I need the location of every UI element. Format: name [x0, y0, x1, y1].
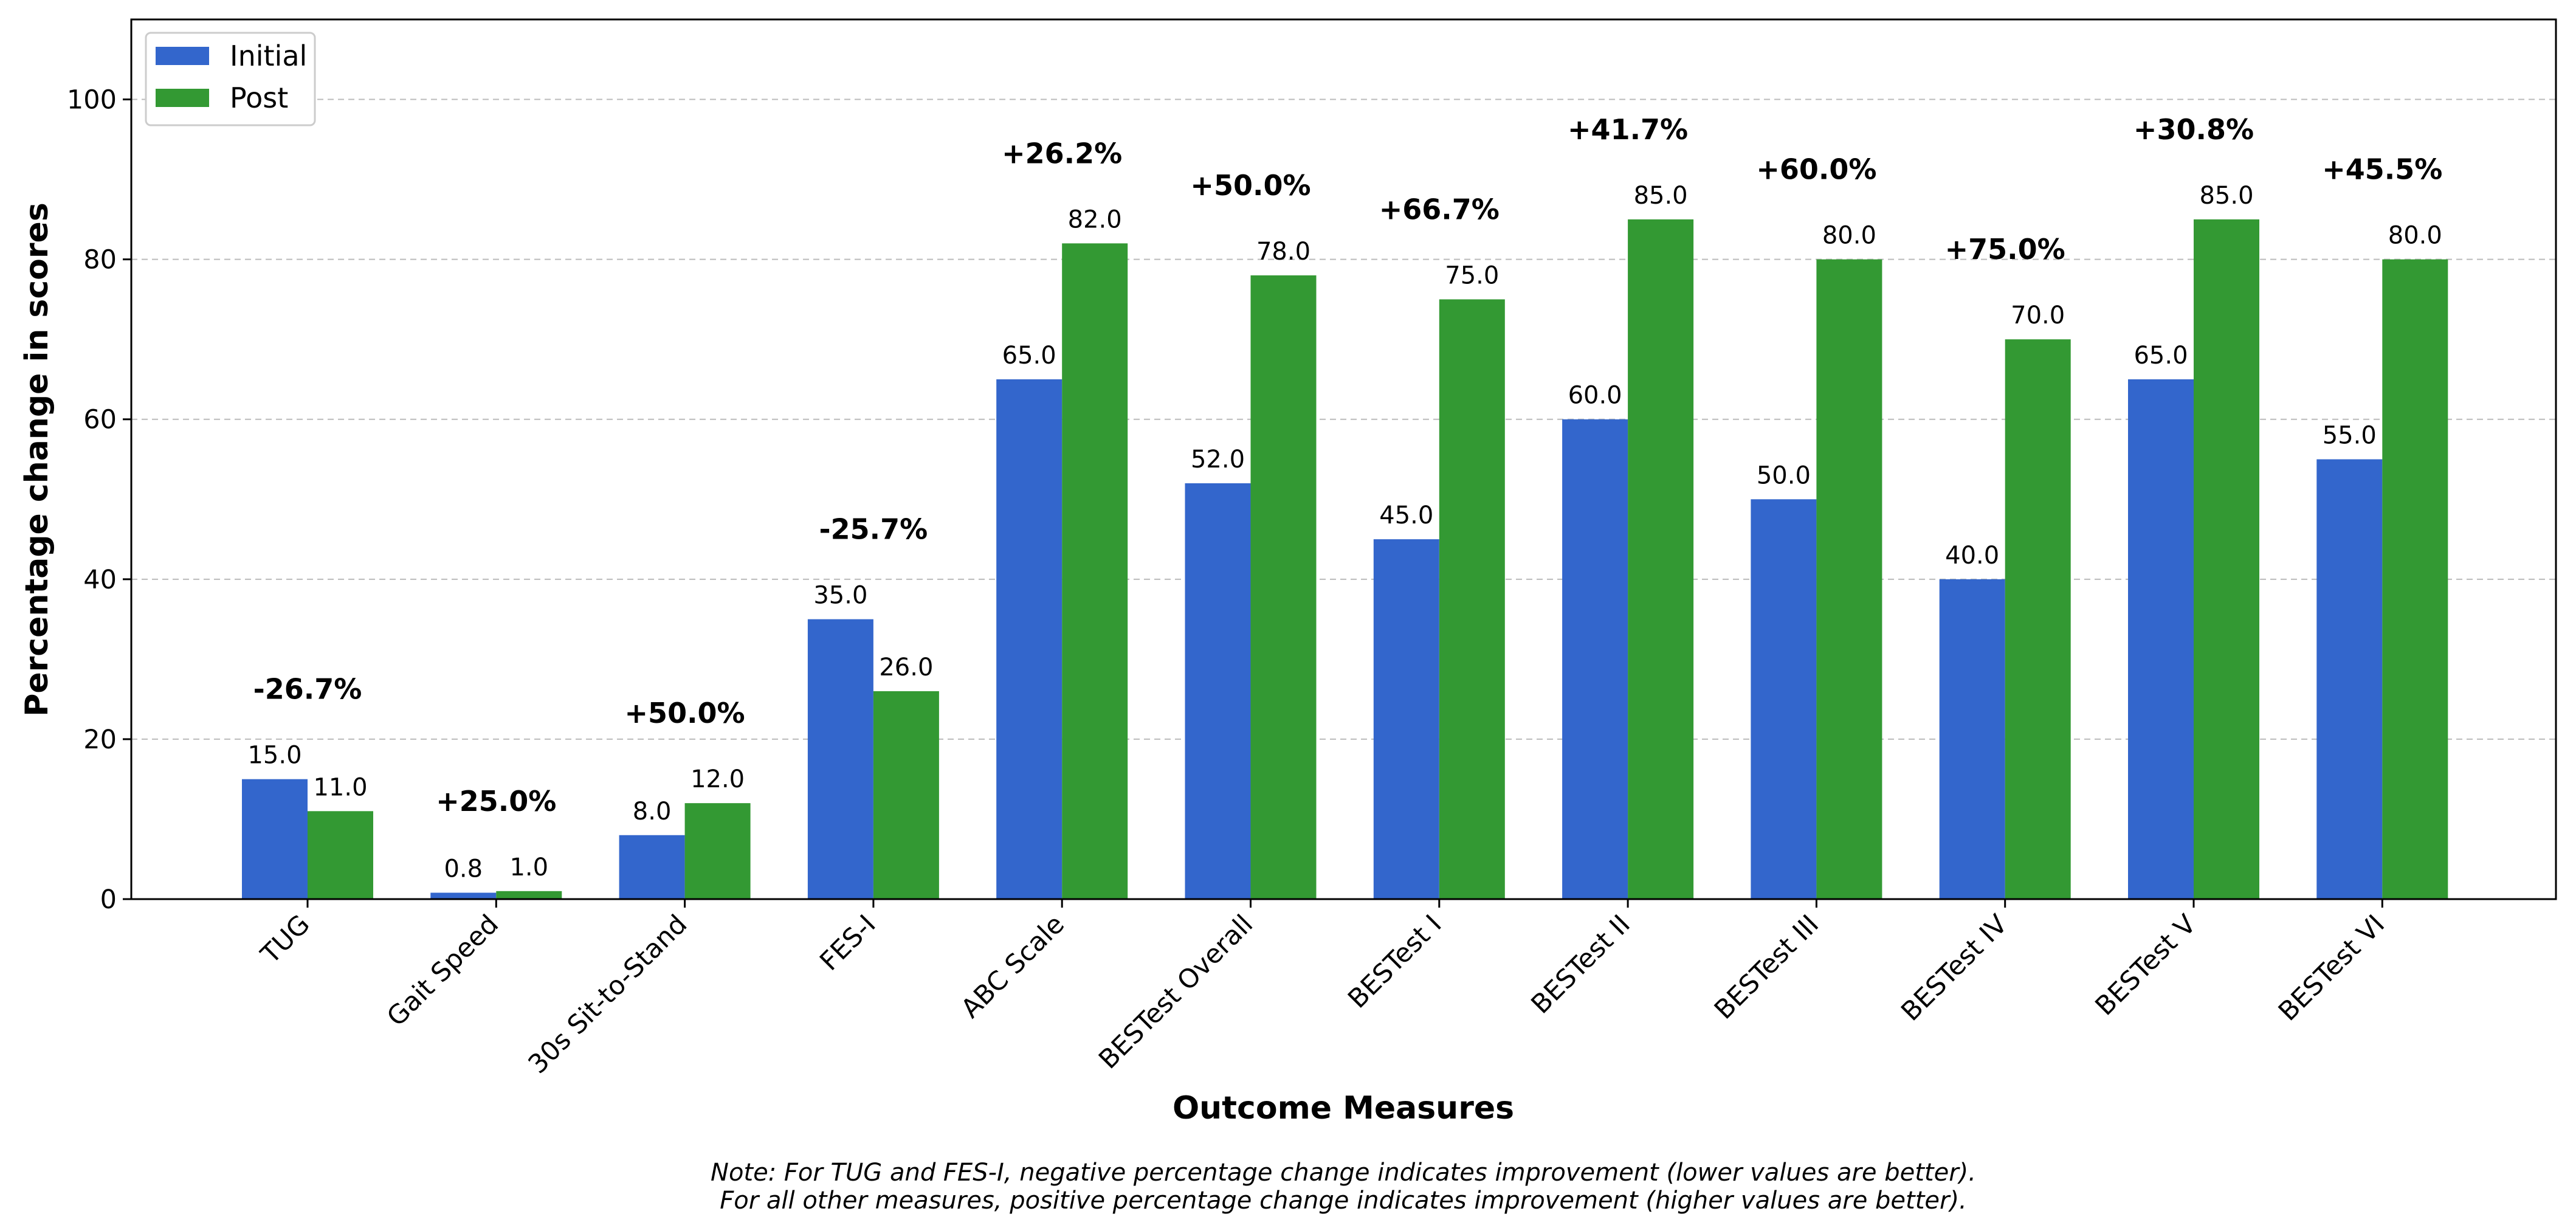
y-tick-label: 100 — [67, 85, 117, 116]
y-tick-label: 0 — [100, 885, 117, 915]
bar-post-5 — [1250, 275, 1317, 900]
bar-initial-5 — [1185, 483, 1251, 899]
bar-post-3 — [873, 691, 939, 899]
bar-initial-8 — [1751, 499, 1817, 899]
bar-initial-3 — [807, 619, 873, 899]
percent-change-label: +30.8% — [2133, 113, 2254, 146]
percent-change-label: +60.0% — [1756, 153, 1876, 186]
bar-initial-0 — [242, 779, 308, 899]
percent-change-label: +41.7% — [1568, 113, 1688, 146]
value-label-post: 12.0 — [690, 765, 745, 793]
value-label-post: 85.0 — [1634, 182, 1688, 210]
note-line-1: Note: For TUG and FES-I, negative percen… — [711, 1159, 1976, 1187]
value-label-initial: 60.0 — [1568, 382, 1622, 410]
bar-initial-10 — [2128, 379, 2194, 899]
percent-change-label: +25.0% — [436, 785, 556, 818]
value-label-post: 70.0 — [2011, 302, 2065, 329]
percent-change-label: +50.0% — [625, 697, 745, 730]
bar-initial-6 — [1373, 539, 1439, 899]
value-label-initial: 15.0 — [247, 742, 301, 770]
legend: Initial Post — [145, 32, 316, 126]
percent-change-label: +75.0% — [1945, 233, 2065, 266]
value-label-post: 75.0 — [1445, 261, 1499, 289]
bar-initial-7 — [1562, 419, 1628, 899]
percent-change-label: +66.7% — [1379, 193, 1500, 226]
y-tick-label: 60 — [83, 405, 117, 435]
bar-post-4 — [1062, 243, 1128, 899]
bar-initial-1 — [430, 892, 497, 899]
value-label-initial: 45.0 — [1379, 502, 1433, 529]
percent-change-label: +50.0% — [1190, 169, 1310, 202]
value-label-initial: 55.0 — [2323, 422, 2377, 450]
y-tick-label: 20 — [83, 725, 117, 755]
value-label-post: 82.0 — [1068, 205, 1122, 233]
labels-layer: 15.0 11.0 -26.7% 0.8 1.0 +25.0% 8.0 12.0 +50.0% 3… — [247, 113, 2442, 883]
value-label-post: 80.0 — [2388, 222, 2442, 250]
y-tick-label: 80 — [83, 245, 117, 275]
bar-post-10 — [2194, 219, 2259, 899]
legend-label-initial: Initial — [230, 40, 307, 72]
note-line-2: For all other measures, positive percent… — [720, 1187, 1967, 1215]
value-label-post: 11.0 — [313, 773, 367, 801]
value-label-initial: 35.0 — [813, 582, 867, 610]
value-label-post: 80.0 — [1822, 222, 1876, 250]
bar-post-2 — [684, 803, 751, 899]
legend-label-post: Post — [230, 81, 288, 114]
bar-initial-2 — [619, 835, 685, 899]
value-label-post: 78.0 — [1256, 238, 1310, 266]
bar-post-6 — [1439, 299, 1505, 900]
value-label-initial: 50.0 — [1757, 461, 1811, 489]
bar-post-9 — [2005, 339, 2071, 899]
plot-frame — [130, 18, 2557, 900]
bar-post-0 — [308, 811, 373, 899]
legend-swatch-initial — [156, 47, 209, 65]
bar-post-7 — [1628, 219, 1694, 899]
value-label-initial: 65.0 — [1002, 342, 1056, 370]
bar-initial-11 — [2316, 459, 2383, 899]
bar-post-1 — [496, 891, 562, 899]
value-label-post: 1.0 — [509, 854, 548, 881]
percent-change-label: +26.2% — [1002, 137, 1122, 170]
value-label-initial: 8.0 — [633, 798, 672, 826]
bar-post-8 — [1816, 259, 1882, 899]
value-label-initial: 65.0 — [2133, 342, 2188, 370]
bar-initial-9 — [1939, 579, 2005, 899]
value-label-initial: 0.8 — [444, 855, 483, 883]
value-label-post: 26.0 — [879, 654, 933, 681]
y-tick-label: 40 — [83, 565, 117, 595]
bar-initial-4 — [996, 379, 1062, 899]
percent-change-label: -26.7% — [253, 673, 362, 706]
value-label-initial: 52.0 — [1191, 446, 1245, 474]
percent-change-label: +45.5% — [2322, 153, 2442, 186]
y-axis-title: Percentage change in scores — [19, 202, 55, 717]
x-axis-title: Outcome Measures — [1173, 1090, 1514, 1126]
value-label-initial: 40.0 — [1945, 542, 1999, 570]
percent-change-label: -25.7% — [819, 513, 928, 546]
bar-post-11 — [2382, 259, 2448, 899]
legend-swatch-post — [156, 89, 209, 107]
value-label-post: 85.0 — [2199, 182, 2253, 210]
bars-layer — [242, 219, 2448, 900]
